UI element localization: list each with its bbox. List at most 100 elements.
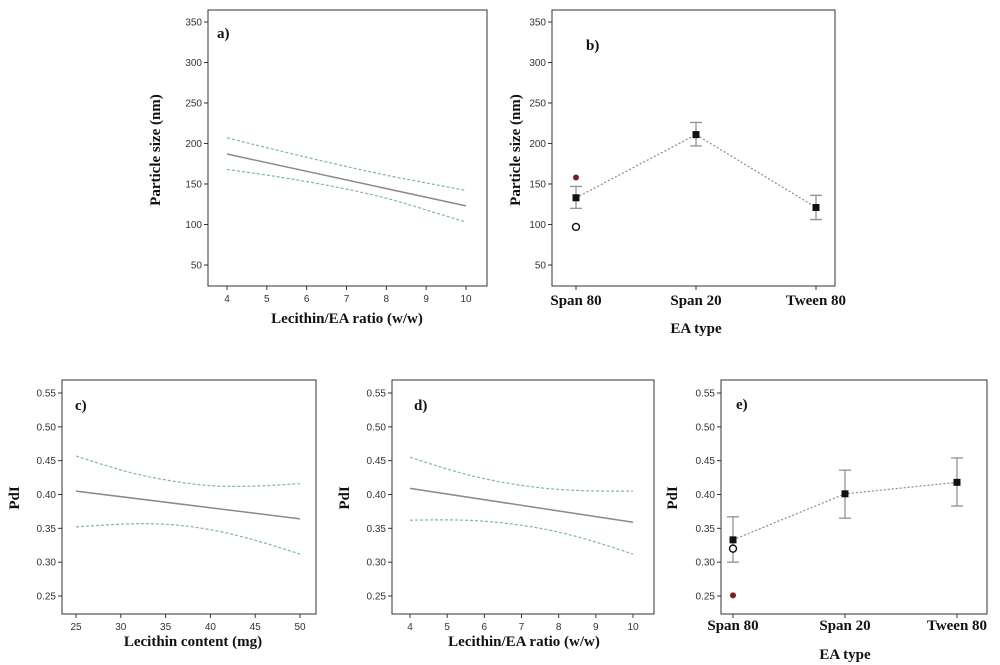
y-tick-label: 0.50 — [37, 422, 57, 433]
x-tick-label: 8 — [556, 622, 562, 633]
y-tick-label: 0.55 — [37, 389, 57, 400]
upper-confidence-band — [409, 456, 633, 492]
mean-point — [572, 194, 580, 202]
y-tick-label: 0.50 — [367, 422, 387, 433]
x-category-label: Span 20 — [670, 293, 721, 309]
y-tick-label: 0.45 — [367, 456, 387, 467]
x-tick-label: 5 — [444, 622, 450, 633]
y-tick-label: 0.30 — [696, 558, 716, 569]
x-tick-label: 4 — [224, 294, 230, 305]
plot-frame — [391, 379, 655, 615]
x-tick-label: 45 — [250, 622, 262, 633]
y-tick-label: 0.30 — [37, 558, 57, 569]
panel-a: a) Lecithin/EA ratio (w/w) Particle size… — [148, 9, 488, 327]
y-tick-label: 0.25 — [367, 592, 387, 603]
y-tick-label: 50 — [535, 261, 547, 272]
observed-point-red — [573, 174, 579, 181]
x-axis-label: Lecithin/EA ratio (w/w) — [271, 311, 423, 327]
x-tick-label: 6 — [304, 294, 310, 305]
x-tick-label: 25 — [70, 622, 82, 633]
y-axis-label: PdI — [665, 486, 681, 510]
panel-e: e) EA type PdI 0.250.300.350.400.450.500… — [665, 379, 988, 663]
y-axis-label: PdI — [337, 486, 353, 510]
panel-d: d) Lecithin/EA ratio (w/w) PdI 0.25 0.30 0… — [337, 379, 655, 650]
y-tick-label: 150 — [529, 180, 546, 191]
x-tick-label: 4 — [407, 622, 413, 633]
y-tick-label: 0.25 — [696, 592, 716, 603]
x-tick-label: 7 — [519, 622, 525, 633]
x-tick-label: 40 — [205, 622, 217, 633]
y-tick-label: 0.30 — [367, 558, 387, 569]
observed-point-open — [728, 544, 738, 553]
lower-confidence-band — [75, 522, 301, 555]
panel-label: e) — [736, 397, 748, 413]
y-tick-label: 0.45 — [37, 456, 57, 467]
y-tick-label: 0.25 — [37, 592, 57, 603]
y-tick-label: 250 — [185, 99, 202, 110]
y-tick-label: 350 — [185, 18, 202, 29]
x-tick-label: 5 — [264, 294, 270, 305]
y-tick-label: 300 — [529, 58, 546, 69]
panel-label: d) — [414, 398, 427, 414]
y-tick-label: 0.45 — [696, 456, 716, 467]
x-category-label: Tween 80 — [927, 618, 987, 634]
panel-c: c) Lecithin content (mg) PdI 0.25 0.30 0.3… — [7, 379, 317, 650]
x-tick-label: 9 — [593, 622, 599, 633]
y-tick-label: 200 — [529, 139, 546, 150]
fit-line — [226, 153, 467, 207]
y-tick-label: 0.55 — [696, 389, 716, 400]
x-tick-label: 10 — [460, 294, 472, 305]
plot-frame — [551, 9, 836, 287]
panel-label: c) — [75, 398, 87, 414]
x-tick-label: 50 — [294, 622, 306, 633]
lower-confidence-band — [409, 519, 634, 555]
y-tick-label: 300 — [185, 58, 202, 69]
y-tick-label: 0.35 — [367, 524, 387, 535]
plot-frame — [720, 379, 988, 615]
plot-frame — [207, 9, 488, 287]
y-tick-label: 0.35 — [37, 524, 57, 535]
x-category-label: Span 80 — [707, 618, 758, 634]
y-tick-label: 250 — [529, 99, 546, 110]
marks: 50 100 150 200 250 300 350 4 5 6 7 8 9 10 — [185, 18, 472, 306]
mean-point — [729, 536, 737, 544]
x-tick-label: 8 — [384, 294, 390, 305]
y-axis-label: PdI — [7, 486, 23, 510]
upper-confidence-band — [226, 137, 467, 192]
x-axis-label: EA type — [670, 321, 722, 337]
marks: 0.25 0.30 0.35 0.40 0.45 0.50 0.55 Span 80 Span … — [696, 389, 988, 635]
observed-point-open — [571, 222, 581, 232]
panel-b: b) EA type Particle size (nm) 50 100 150 20… — [508, 9, 846, 337]
mean-point — [692, 131, 700, 139]
x-tick-label: 9 — [423, 294, 429, 305]
y-tick-label: 200 — [185, 139, 202, 150]
y-tick-label: 50 — [191, 261, 203, 272]
y-tick-label: 350 — [529, 18, 546, 29]
marks: 50 100 150 200 250 300 350 Span 80 Span 20 Tween … — [529, 18, 846, 310]
lower-confidence-band — [226, 168, 467, 223]
y-tick-label: 100 — [529, 220, 546, 231]
x-category-label: Tween 80 — [786, 293, 846, 309]
plot-frame — [61, 379, 317, 615]
y-axis-label: Particle size (nm) — [148, 94, 164, 206]
observed-point-red — [730, 592, 736, 599]
y-tick-label: 0.40 — [696, 490, 716, 501]
fit-line — [75, 490, 301, 520]
x-tick-label: 35 — [160, 622, 172, 633]
mean-point — [812, 203, 820, 211]
y-tick-label: 100 — [185, 220, 202, 231]
mean-point — [841, 490, 849, 498]
marks: 0.25 0.30 0.35 0.40 0.45 0.50 0.55 4 5 6 7 8 9 10 — [367, 389, 639, 634]
x-axis-label: EA type — [819, 647, 871, 663]
mean-connector-line — [575, 133, 817, 209]
y-tick-label: 0.40 — [37, 490, 57, 501]
x-tick-label: 10 — [627, 622, 639, 633]
fit-line — [409, 487, 634, 523]
upper-confidence-band — [75, 455, 301, 487]
x-tick-label: 7 — [344, 294, 350, 305]
y-axis-label: Particle size (nm) — [508, 94, 524, 206]
panel-label: a) — [217, 26, 230, 42]
y-tick-label: 0.55 — [367, 389, 387, 400]
x-tick-label: 30 — [115, 622, 127, 633]
x-axis-label: Lecithin/EA ratio (w/w) — [448, 634, 600, 650]
